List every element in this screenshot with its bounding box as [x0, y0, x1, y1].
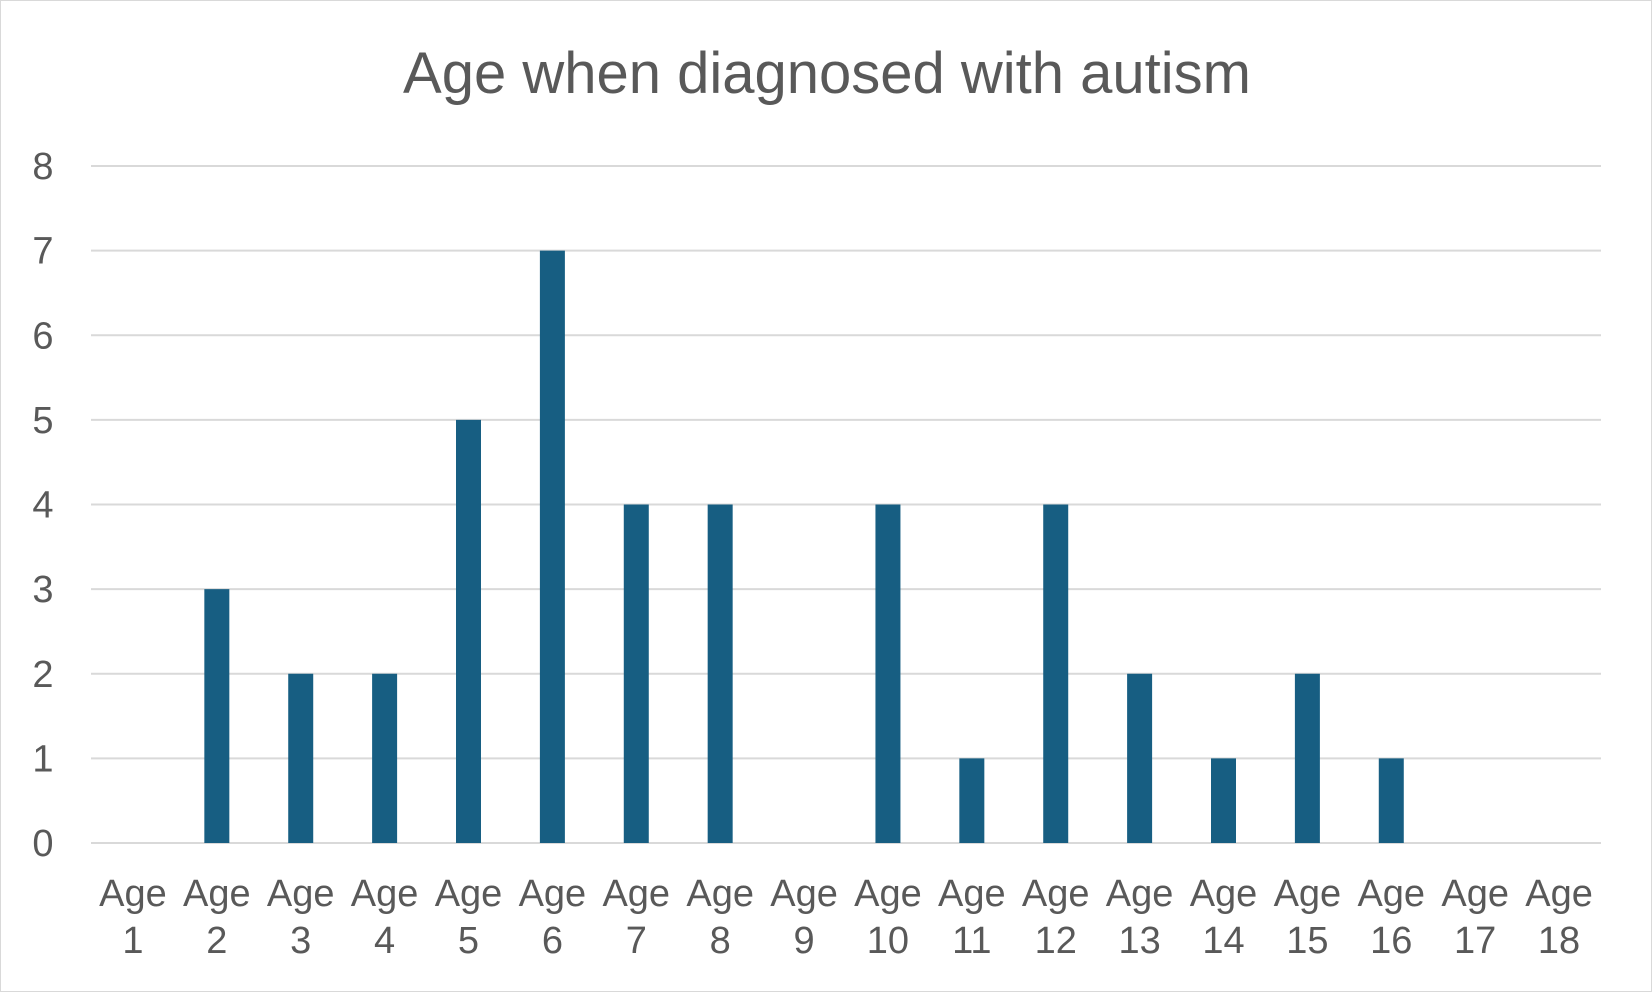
x-axis-ticks: Age 1 Age 2 Age 3 Age 4 Age 5 Age 6 Age 7 Age 8 Age 9 Age 1… [99, 873, 1593, 962]
x-tick-label: Age [1190, 873, 1258, 915]
y-axis-ticks: 0 1 2 3 4 5 6 7 8 [32, 146, 53, 865]
bar-age-10 [875, 504, 901, 843]
bar-age-7 [623, 504, 649, 843]
x-tick-label: 11 [952, 920, 991, 962]
x-tick-label: 12 [1035, 920, 1077, 962]
bar-age-3 [288, 673, 314, 843]
x-tick-label: 8 [710, 920, 731, 962]
bar-age-2 [204, 589, 230, 843]
bar-age-8 [707, 504, 733, 843]
x-tick-label: Age [770, 873, 838, 915]
gridlines [91, 165, 1601, 844]
x-tick-label: Age [686, 873, 754, 915]
x-tick-label: Age [854, 873, 922, 915]
x-tick-label: Age [183, 873, 251, 915]
bar-age-14 [1211, 758, 1236, 843]
x-tick-label: Age [1525, 873, 1593, 915]
y-tick-label: 0 [32, 823, 53, 865]
bar-age-15 [1294, 673, 1320, 843]
bar-age-11 [959, 758, 985, 843]
x-tick-label: 4 [374, 920, 395, 962]
bar-age-6 [539, 250, 565, 843]
x-tick-label: Age [99, 873, 167, 915]
x-tick-label: Age [602, 873, 670, 915]
x-tick-label: 17 [1454, 920, 1496, 962]
bar-age-13 [1127, 673, 1153, 843]
x-tick-label: Age [351, 873, 419, 915]
bar-age-5 [456, 419, 481, 843]
x-tick-label: Age [435, 873, 503, 915]
y-tick-label: 5 [32, 400, 53, 442]
bar-age-12 [1043, 504, 1069, 843]
y-tick-label: 4 [32, 485, 53, 527]
x-tick-label: 10 [867, 920, 909, 962]
x-tick-label: 16 [1370, 920, 1412, 962]
x-tick-label: 1 [122, 920, 143, 962]
x-tick-label: Age [1357, 873, 1425, 915]
x-tick-label: 2 [206, 920, 227, 962]
chart-title: Age when diagnosed with autism [403, 41, 1251, 106]
x-tick-label: 6 [542, 920, 563, 962]
x-tick-label: 15 [1286, 920, 1328, 962]
x-tick-label: Age [519, 873, 587, 915]
y-tick-label: 8 [32, 146, 53, 188]
x-tick-label: Age [1274, 873, 1342, 915]
bar-age-16 [1378, 758, 1404, 843]
bar-age-4 [372, 673, 398, 843]
y-tick-label: 3 [32, 569, 53, 611]
bars [204, 250, 1404, 843]
y-tick-label: 6 [32, 315, 53, 357]
x-tick-label: 9 [793, 920, 814, 962]
x-tick-label: Age [938, 873, 1006, 915]
x-tick-label: 5 [458, 920, 479, 962]
y-tick-label: 7 [32, 231, 53, 273]
x-tick-label: 14 [1202, 920, 1244, 962]
x-tick-label: 18 [1538, 920, 1580, 962]
x-tick-label: Age [267, 873, 335, 915]
x-tick-label: 13 [1118, 920, 1160, 962]
y-tick-label: 2 [32, 654, 53, 696]
x-tick-label: Age [1441, 873, 1509, 915]
x-tick-label: 3 [290, 920, 311, 962]
x-tick-label: Age [1106, 873, 1174, 915]
x-tick-label: Age [1022, 873, 1090, 915]
x-tick-label: 7 [626, 920, 647, 962]
y-tick-label: 1 [32, 738, 53, 780]
